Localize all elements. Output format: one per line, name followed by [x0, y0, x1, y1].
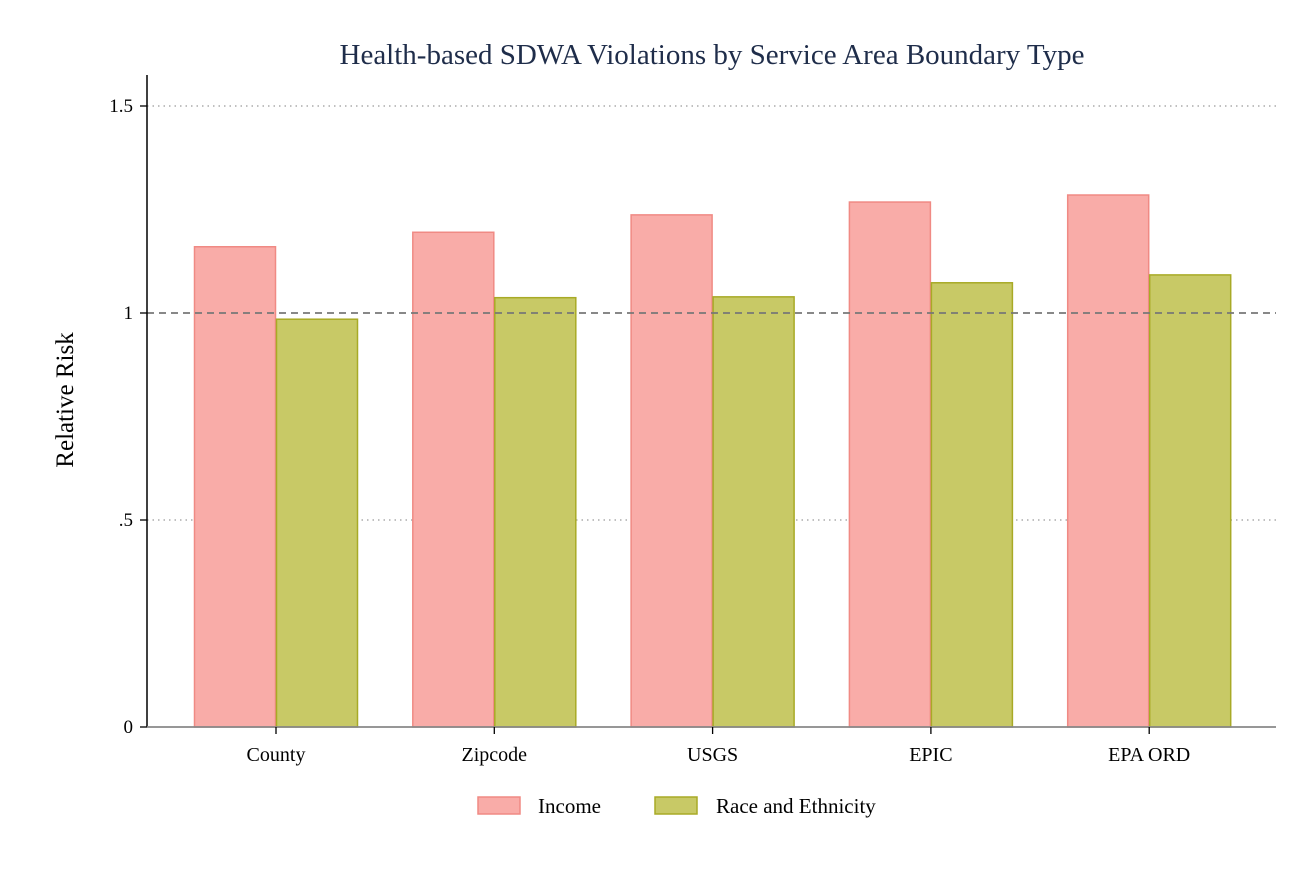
y-tick-label-3: 1.5 [109, 96, 133, 117]
x-tick-label-1: Zipcode [462, 744, 528, 766]
bar-county-race-and-ethnicity [275, 318, 359, 728]
bars [193, 194, 1232, 728]
y-tick-label-2: 1 [124, 303, 134, 324]
x-tick-label-4: EPA ORD [1108, 744, 1190, 766]
bar-zipcode-income [412, 231, 495, 728]
y-axis-label: Relative Risk [52, 332, 79, 468]
x-axis-ticks: County Zipcode USGS EPIC EPA ORD [247, 727, 1190, 766]
x-tick-label-3: EPIC [909, 744, 952, 766]
legend-label-race-and-ethnicity: Race and Ethnicity [716, 794, 876, 818]
bar-usgs-race-and-ethnicity [712, 296, 795, 728]
bar-epa-ord-income [1066, 194, 1150, 728]
bar-epic-income [848, 201, 932, 728]
bar-usgs-income [630, 214, 713, 728]
axes [146, 75, 1276, 728]
chart-title: Health-based SDWA Violations by Service … [340, 39, 1085, 71]
y-tick-label-1: .5 [119, 510, 133, 531]
bar-county-income [193, 246, 277, 728]
legend-swatch-race-and-ethnicity [654, 796, 698, 815]
bar-epa-ord-race-and-ethnicity [1148, 274, 1232, 728]
y-tick-label-0: 0 [124, 717, 134, 738]
bar-epic-race-and-ethnicity [930, 282, 1014, 728]
legend: Income Race and Ethnicity [477, 794, 876, 818]
x-tick-label-2: USGS [687, 744, 738, 766]
legend-swatch-income [477, 796, 521, 815]
bar-zipcode-race-and-ethnicity [494, 296, 577, 728]
legend-label-income: Income [538, 794, 601, 818]
x-tick-label-0: County [247, 744, 306, 766]
y-axis-ticks: 0 .5 1 1.5 [109, 96, 147, 738]
